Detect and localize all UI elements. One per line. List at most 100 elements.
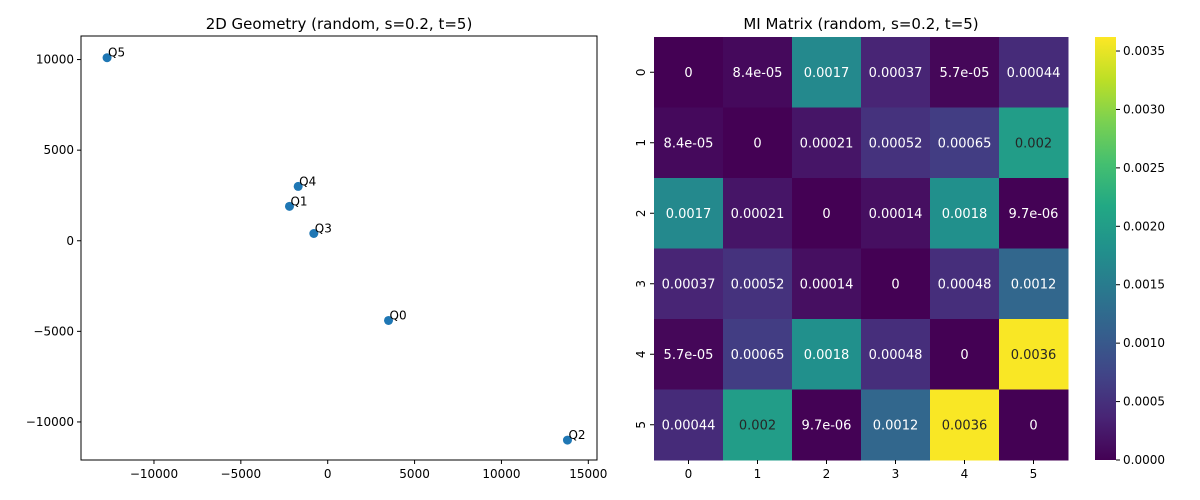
heatmap-title: MI Matrix (random, s=0.2, t=5) xyxy=(743,15,978,33)
heatmap-cell xyxy=(930,389,1000,461)
scatter-point-label: Q5 xyxy=(108,46,125,60)
heatmap-cell xyxy=(654,178,724,249)
heatmap-cell-value: 0.00052 xyxy=(869,136,923,151)
heatmap-y-tick-label: 3 xyxy=(634,280,648,288)
heatmap-cell-value: 0.00044 xyxy=(662,418,716,433)
heatmap-y-axis: 0 1 2 3 4 5 xyxy=(634,68,654,429)
heatmap-cell xyxy=(999,319,1069,390)
heatmap-cell-value: 0.0036 xyxy=(942,418,988,433)
colorbar-tick-label: 0.0025 xyxy=(1123,161,1165,175)
heatmap-cell xyxy=(792,37,862,108)
heatmap-panel: MI Matrix (random, s=0.2, t=5) 0 8.4e-05 0… xyxy=(634,15,1069,481)
heatmap-cell-value: 0.00048 xyxy=(938,277,992,292)
heatmap-cell-value: 0.0017 xyxy=(666,207,712,222)
scatter-point xyxy=(293,181,303,191)
heatmap-cell-value: 0.00021 xyxy=(800,136,854,151)
heatmap-x-tick-label: 5 xyxy=(1030,467,1038,481)
scatter-point-label: Q1 xyxy=(290,194,307,208)
heatmap-cell xyxy=(930,178,1000,249)
scatter-x-tick-label: 0 xyxy=(324,467,332,481)
heatmap-cell-value: 0.0018 xyxy=(804,348,850,363)
heatmap-cell-value: 8.4e-05 xyxy=(733,66,783,81)
heatmap-cell-value: 0.00065 xyxy=(938,136,992,151)
heatmap-cell-value: 8.4e-05 xyxy=(664,136,714,151)
heatmap-cell-value: 0 xyxy=(822,207,830,222)
heatmap-cell xyxy=(861,248,931,320)
heatmap-cell xyxy=(861,37,931,108)
heatmap-cell xyxy=(930,107,1000,179)
heatmap-cell-value: 0 xyxy=(753,136,761,151)
heatmap-cell-value: 0.00052 xyxy=(731,277,785,292)
heatmap-cell-value: 0.0018 xyxy=(942,207,988,222)
heatmap-cell xyxy=(723,248,793,320)
heatmap-cell xyxy=(723,178,793,249)
heatmap-cell xyxy=(654,389,724,461)
scatter-point xyxy=(102,53,112,63)
scatter-point-label: Q4 xyxy=(299,174,316,188)
heatmap-cell xyxy=(792,248,862,320)
scatter-x-tick-label: 15000 xyxy=(569,467,607,481)
colorbar-tick-label: 0.0000 xyxy=(1123,453,1165,467)
heatmap-cell-value: 0 xyxy=(891,277,899,292)
colorbar-tick-label: 0.0005 xyxy=(1123,395,1165,409)
scatter-x-axis: −10000 −5000 0 5000 10000 15000 xyxy=(130,460,607,481)
heatmap-y-tick-label: 1 xyxy=(634,139,648,147)
scatter-y-tick-label: −5000 xyxy=(33,324,74,338)
colorbar-tick-label: 0.0035 xyxy=(1123,44,1165,58)
heatmap-y-tick-label: 2 xyxy=(634,209,648,217)
heatmap-cell xyxy=(999,37,1069,108)
heatmap-cell-value: 0.00037 xyxy=(869,66,923,81)
heatmap-cell xyxy=(999,178,1069,249)
heatmap-cell-value: 0.0012 xyxy=(1011,277,1057,292)
heatmap-cell xyxy=(654,319,724,390)
heatmap-cell xyxy=(861,319,931,390)
scatter-plot-frame xyxy=(80,35,598,461)
heatmap-x-tick-label: 1 xyxy=(754,467,762,481)
scatter-y-tick-label: 5000 xyxy=(43,143,74,157)
heatmap-cell xyxy=(723,37,793,108)
heatmap-y-tick-label: 5 xyxy=(634,421,648,429)
scatter-point-label: Q2 xyxy=(568,428,585,442)
scatter-y-tick-label: −10000 xyxy=(26,415,74,429)
colorbar-tick-label: 0.0010 xyxy=(1123,336,1165,350)
heatmap-cell-value: 0 xyxy=(684,66,692,81)
heatmap-cell xyxy=(792,389,862,461)
heatmap-cell-value: 0.00037 xyxy=(662,277,716,292)
heatmap-cell-value: 0 xyxy=(1029,418,1037,433)
heatmap-cell xyxy=(723,389,793,461)
heatmap-cell xyxy=(654,107,724,179)
heatmap-x-tick-label: 3 xyxy=(892,467,900,481)
scatter-y-tick-label: 10000 xyxy=(36,53,74,67)
scatter-panel: 2D Geometry (random, s=0.2, t=5) −10000 −… xyxy=(26,15,608,481)
colorbar-gradient xyxy=(1095,37,1116,460)
scatter-point xyxy=(284,201,294,211)
scatter-point-label: Q0 xyxy=(390,308,407,322)
heatmap-cell-value: 0.002 xyxy=(739,418,776,433)
scatter-x-tick-label: −10000 xyxy=(130,467,178,481)
heatmap-cell-value: 0.00014 xyxy=(800,277,854,292)
heatmap-cell-value: 0.0012 xyxy=(873,418,919,433)
heatmap-cell xyxy=(930,37,1000,108)
heatmap-cell-value: 0.00014 xyxy=(869,207,923,222)
heatmap-cell-value: 0.00065 xyxy=(731,348,785,363)
heatmap-cell-value: 5.7e-05 xyxy=(940,66,990,81)
scatter-y-tick-label: 0 xyxy=(66,234,74,248)
heatmap-cell xyxy=(999,248,1069,320)
scatter-title: 2D Geometry (random, s=0.2, t=5) xyxy=(206,15,473,33)
scatter-x-tick-label: 10000 xyxy=(482,467,520,481)
heatmap-cell xyxy=(861,178,931,249)
heatmap-cell xyxy=(930,248,1000,320)
colorbar-tick-label: 0.0020 xyxy=(1123,219,1165,233)
heatmap-cell xyxy=(723,319,793,390)
heatmap-cell-value: 0.00044 xyxy=(1007,66,1061,81)
heatmap-cell-value: 0.0017 xyxy=(804,66,850,81)
heatmap-cell-value: 0.00021 xyxy=(731,207,785,222)
heatmap-cell-value: 5.7e-05 xyxy=(664,348,714,363)
colorbar-tick-label: 0.0015 xyxy=(1123,278,1165,292)
heatmap-cell-value: 0.00048 xyxy=(869,348,923,363)
colorbar-tick-label: 0.0030 xyxy=(1123,102,1165,116)
heatmap-x-tick-label: 0 xyxy=(685,467,693,481)
heatmap-cell xyxy=(930,319,1000,390)
heatmap-cell xyxy=(792,319,862,390)
